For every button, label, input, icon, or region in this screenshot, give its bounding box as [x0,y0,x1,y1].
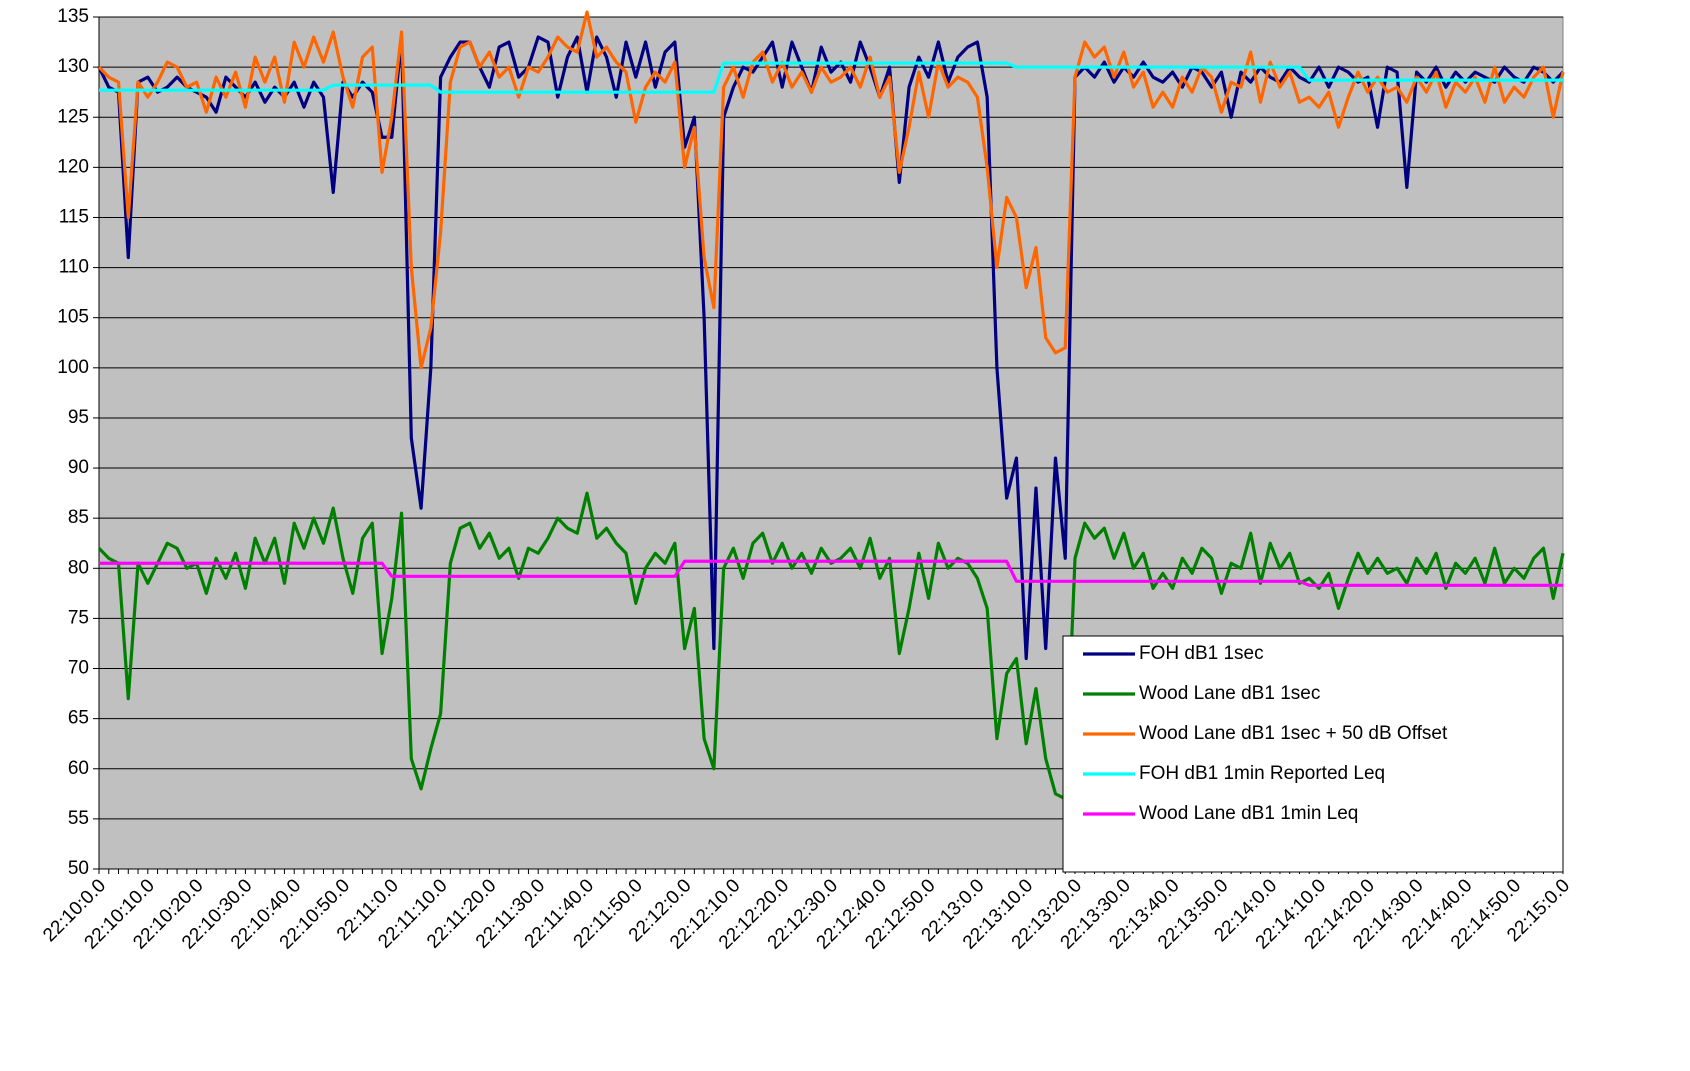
series-line [99,61,1563,94]
y-tick-label: 110 [59,257,89,278]
y-tick-label: 65 [68,708,89,729]
y-tick-label: 100 [57,357,89,378]
y-tick-label: 95 [68,407,89,428]
legend-label: FOH dB1 1min Reported Leq [1139,763,1385,784]
y-tick-label: 85 [68,507,89,528]
y-tick-label: 130 [57,56,89,77]
legend-label: Wood Lane dB1 1sec [1139,683,1320,704]
y-tick-label: 60 [68,758,89,779]
y-tick-label: 120 [57,156,89,177]
y-tick-label: 105 [57,307,89,328]
y-tick-label: 135 [57,6,89,27]
y-tick-label: 70 [68,658,89,679]
y-tick-label: 50 [68,858,89,879]
y-tick-label: 115 [59,206,89,227]
y-tick-label: 125 [57,106,89,127]
y-tick-label: 80 [68,557,89,578]
legend-label: FOH dB1 1sec [1139,643,1264,664]
y-tick-label: 55 [68,808,89,829]
legend-label: Wood Lane dB1 1min Leq [1139,803,1358,824]
y-tick-label: 90 [68,457,89,478]
y-tick-label: 75 [68,607,89,628]
series-line [99,559,1563,587]
series-line [97,491,1565,801]
legend-box [1062,635,1564,873]
series-line [97,10,1565,370]
legend-label: Wood Lane dB1 1sec + 50 dB Offset [1139,723,1448,744]
